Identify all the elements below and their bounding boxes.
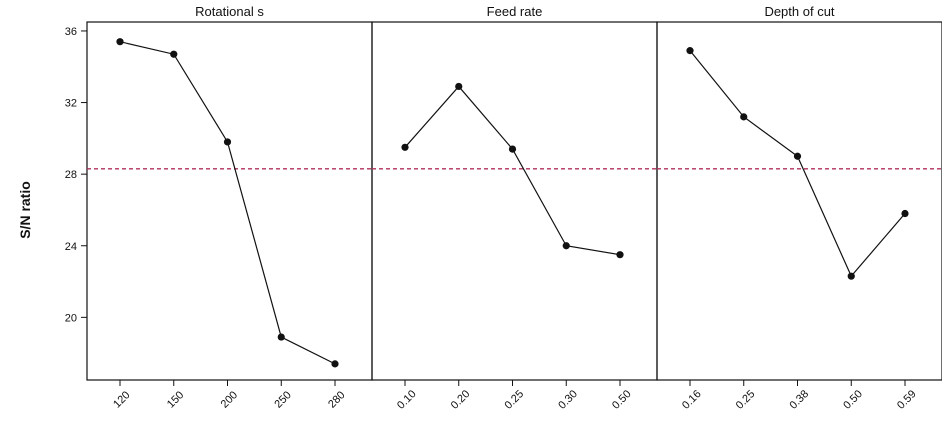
y-axis-label: S/N ratio bbox=[17, 181, 33, 239]
data-point bbox=[170, 50, 178, 58]
x-tick-label: 0.25 bbox=[734, 388, 758, 412]
data-point bbox=[562, 242, 570, 250]
panel-frame bbox=[371, 21, 658, 381]
panel-title: Depth of cut bbox=[764, 4, 834, 19]
data-point bbox=[331, 360, 339, 368]
series-line bbox=[119, 41, 336, 365]
series-line bbox=[689, 50, 906, 278]
data-point bbox=[740, 113, 748, 121]
panel-title: Rotational s bbox=[195, 4, 264, 19]
x-tick-label: 0.38 bbox=[788, 388, 812, 412]
data-point bbox=[901, 209, 909, 218]
x-tick-label: 120 bbox=[111, 389, 132, 410]
data-point bbox=[616, 251, 624, 259]
y-tick-label: 24 bbox=[65, 241, 77, 253]
x-tick-label: 0.30 bbox=[556, 388, 580, 412]
panel-frame bbox=[656, 21, 942, 381]
y-tick-label: 20 bbox=[65, 312, 77, 324]
data-point bbox=[223, 138, 232, 146]
panel-1: Rotational s 120 150 200 250 280 bbox=[86, 4, 373, 411]
x-tick-label: 0.25 bbox=[503, 388, 527, 412]
data-point bbox=[277, 333, 285, 341]
data-point bbox=[793, 152, 802, 160]
y-tick-label: 28 bbox=[65, 169, 77, 181]
data-point bbox=[455, 82, 463, 91]
y-axis: 20 24 28 32 36 bbox=[65, 26, 87, 324]
x-tick-label: 250 bbox=[272, 389, 293, 410]
x-tick-label: 0.16 bbox=[680, 388, 704, 412]
x-tick-label: 0.10 bbox=[395, 388, 419, 412]
data-point bbox=[116, 38, 124, 46]
data-point bbox=[401, 143, 409, 151]
x-tick-label: 0.59 bbox=[895, 388, 919, 412]
panel-2: Feed rate 0.10 0.20 0.25 0.30 0.50 bbox=[371, 4, 658, 412]
y-tick-label: 36 bbox=[65, 26, 77, 38]
series-line bbox=[404, 85, 621, 256]
y-axis-label-group: S/N ratio bbox=[17, 181, 33, 239]
data-point bbox=[686, 47, 694, 55]
panel-3: Depth of cut 0.16 0.25 0.38 0.50 0.59 bbox=[656, 4, 942, 412]
panel-title: Feed rate bbox=[487, 4, 543, 19]
x-tick-label: 200 bbox=[219, 389, 240, 410]
panels: Rotational s 120 150 200 250 280 Feed rate 0.10… bbox=[86, 4, 942, 412]
x-tick-label: 0.50 bbox=[841, 388, 865, 412]
x-tick-label: 0.50 bbox=[610, 388, 634, 412]
panel-frame bbox=[86, 21, 373, 381]
x-tick-label: 0.20 bbox=[449, 388, 473, 412]
y-tick-label: 32 bbox=[65, 98, 77, 110]
data-point bbox=[847, 272, 855, 280]
x-tick-label: 280 bbox=[326, 389, 347, 410]
data-point bbox=[508, 145, 517, 153]
x-tick-label: 150 bbox=[165, 389, 186, 410]
